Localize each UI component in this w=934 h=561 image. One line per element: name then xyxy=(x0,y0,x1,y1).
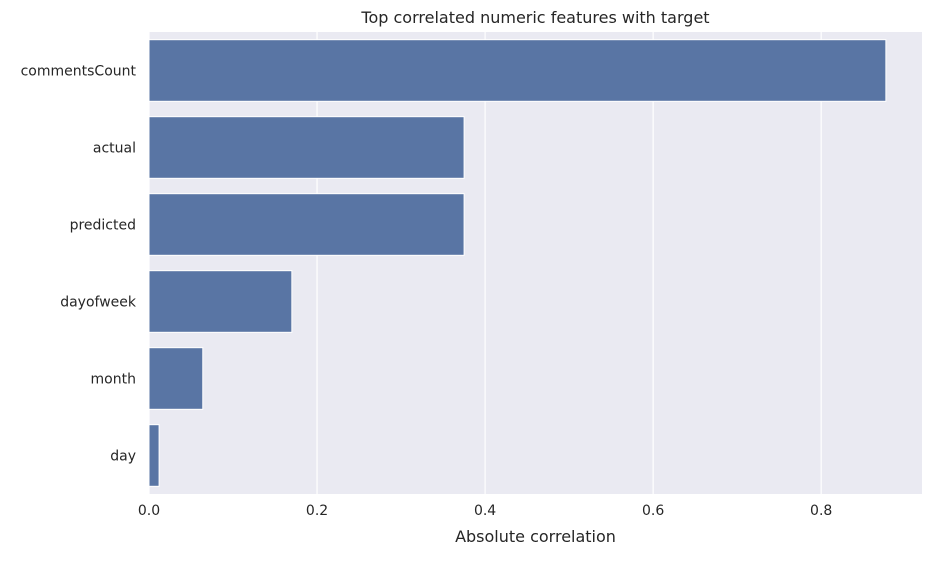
y-tick-label: dayofweek xyxy=(60,295,137,311)
bar xyxy=(148,116,465,179)
plot-area xyxy=(149,32,922,494)
x-tick-label: 0.6 xyxy=(642,503,664,519)
x-tick-label: 0.2 xyxy=(306,503,328,519)
bar xyxy=(148,347,204,410)
x-tick-label: 0.0 xyxy=(138,503,160,519)
chart-title: Top correlated numeric features with tar… xyxy=(360,8,709,27)
y-tick-label: predicted xyxy=(70,218,136,234)
x-axis-label: Absolute correlation xyxy=(455,527,616,546)
bars xyxy=(148,39,887,487)
y-tick-label: day xyxy=(110,449,136,465)
x-tick-label: 0.8 xyxy=(810,503,832,519)
bar xyxy=(148,193,465,256)
x-tick-labels: 0.0 0.2 0.4 0.6 0.8 xyxy=(138,503,832,519)
y-tick-label: commentsCount xyxy=(21,64,137,80)
y-tick-label: actual xyxy=(93,141,136,157)
bar xyxy=(148,424,160,487)
y-tick-labels: commentsCount actual predicted dayofweek mon… xyxy=(21,64,137,465)
y-tick-label: month xyxy=(91,372,136,388)
x-tick-label: 0.4 xyxy=(474,503,496,519)
grid-lines xyxy=(148,32,822,494)
bar xyxy=(148,39,887,102)
bar xyxy=(148,270,293,333)
